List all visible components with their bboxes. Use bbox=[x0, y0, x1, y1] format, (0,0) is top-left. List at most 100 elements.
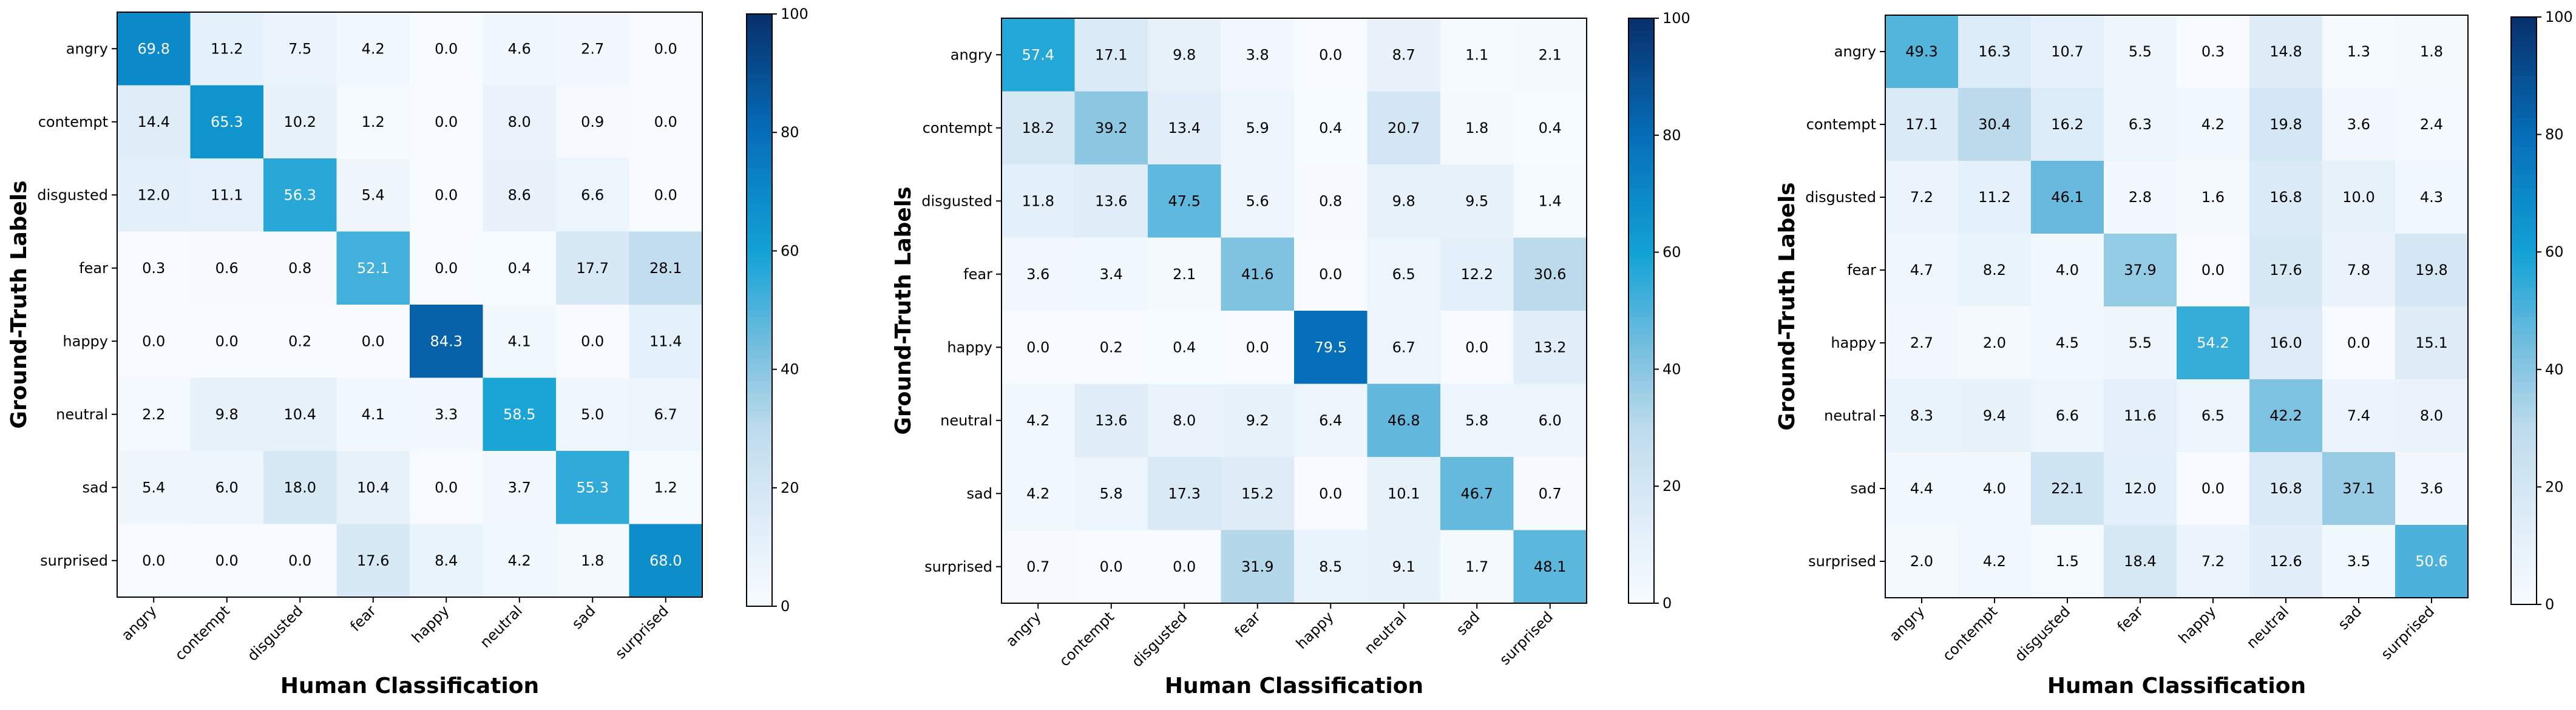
cell-value-label: 10.4 bbox=[284, 406, 316, 423]
x-tick-label: contempt bbox=[1056, 608, 1117, 669]
colorbar-segment bbox=[747, 499, 772, 506]
heatmap-cell bbox=[2395, 161, 2469, 234]
colorbar-segment bbox=[1629, 486, 1654, 493]
cell-value-label: 6.5 bbox=[2201, 407, 2225, 424]
cell-value-label: 0.3 bbox=[142, 260, 165, 277]
heatmap-cell bbox=[2104, 234, 2177, 307]
y-tick-label: neutral bbox=[1824, 407, 1876, 424]
heatmap-cell bbox=[2104, 379, 2177, 453]
heatmap-cell bbox=[336, 158, 410, 232]
heatmap-cell bbox=[629, 231, 703, 305]
colorbar-segment bbox=[1629, 199, 1654, 206]
cell-value-label: 4.4 bbox=[1910, 480, 1933, 497]
colorbar-segment bbox=[747, 132, 772, 139]
colorbar-segment bbox=[1629, 106, 1654, 113]
colorbar-segment bbox=[2511, 299, 2537, 306]
cell-value-label: 0.4 bbox=[1539, 120, 1562, 137]
colorbar-segment bbox=[2511, 311, 2537, 317]
heatmap-cell bbox=[2395, 452, 2469, 526]
heatmap-cell bbox=[2249, 306, 2323, 380]
colorbar: 0 20 40 60 80 100 bbox=[2510, 8, 2573, 613]
cell-value-label: 1.2 bbox=[362, 113, 385, 130]
colorbar-tick-label: 40 bbox=[2545, 361, 2564, 378]
heatmap-cell bbox=[1148, 457, 1222, 531]
colorbar-segment bbox=[747, 523, 772, 530]
colorbar-segment bbox=[2511, 533, 2537, 541]
colorbar-segment bbox=[1629, 380, 1654, 388]
heatmap-cell bbox=[1074, 91, 1148, 165]
heatmap-cell bbox=[263, 305, 337, 379]
colorbar-segment bbox=[747, 440, 772, 447]
colorbar-segment bbox=[2511, 557, 2537, 564]
colorbar-segment bbox=[747, 345, 772, 353]
x-tick-label: contempt bbox=[172, 602, 233, 663]
cell-value-label: 3.6 bbox=[2347, 116, 2370, 133]
heatmap-cell bbox=[1885, 379, 1959, 453]
y-tick-label: surprised bbox=[1808, 553, 1876, 570]
heatmap-cell bbox=[2395, 15, 2469, 89]
colorbar-segment bbox=[2511, 592, 2537, 600]
cell-value-label: 46.7 bbox=[1461, 485, 1493, 502]
colorbar-segment bbox=[2511, 387, 2537, 394]
cell-value-label: 68.0 bbox=[649, 552, 682, 569]
heatmap-cell bbox=[1074, 164, 1148, 238]
colorbar-segment bbox=[1629, 498, 1654, 504]
heatmap-cell bbox=[483, 524, 557, 598]
colorbar-segment bbox=[2511, 199, 2537, 206]
heatmap-cell bbox=[1367, 311, 1441, 385]
colorbar-segment bbox=[1629, 117, 1654, 124]
cell-value-label: 9.8 bbox=[215, 406, 239, 423]
heatmap-cell bbox=[1148, 18, 1222, 92]
colorbar-segment bbox=[747, 334, 772, 340]
colorbar-segment bbox=[2511, 428, 2537, 435]
colorbar-segment bbox=[1629, 211, 1654, 218]
colorbar-segment bbox=[2511, 493, 2537, 499]
heatmap-cell bbox=[1294, 18, 1368, 92]
cell-value-label: 18.0 bbox=[284, 479, 316, 496]
colorbar-segment bbox=[1629, 363, 1654, 370]
colorbar-segment bbox=[747, 103, 772, 109]
heatmap-cell bbox=[1148, 164, 1222, 238]
x-tick-label: fear bbox=[2114, 603, 2147, 635]
cell-value-label: 8.4 bbox=[435, 552, 458, 569]
heatmap-cell bbox=[2249, 379, 2323, 453]
cell-value-label: 8.5 bbox=[1319, 558, 1342, 575]
cell-value-label: 8.0 bbox=[2420, 407, 2443, 424]
colorbar-segment bbox=[747, 493, 772, 501]
colorbar-segment bbox=[747, 369, 772, 376]
cell-value-label: 17.3 bbox=[1168, 485, 1201, 502]
cell-value-label: 0.0 bbox=[654, 113, 677, 130]
colorbar-segment bbox=[2511, 105, 2537, 112]
cell-value-label: 16.3 bbox=[1978, 43, 2010, 60]
heatmap-cell bbox=[2322, 88, 2396, 161]
colorbar-segment bbox=[1629, 328, 1654, 335]
heatmap-cell bbox=[1074, 18, 1148, 92]
x-tick-label: disgusted bbox=[1128, 608, 1190, 670]
cell-value-label: 5.5 bbox=[2129, 334, 2152, 351]
colorbar-segment bbox=[2511, 363, 2537, 370]
cell-value-label: 9.4 bbox=[1983, 407, 2006, 424]
colorbar-segment bbox=[1629, 416, 1654, 422]
colorbar-segment bbox=[2511, 128, 2537, 135]
colorbar-segment bbox=[2511, 422, 2537, 429]
colorbar-tick-label: 20 bbox=[1663, 478, 1681, 495]
colorbar-segment bbox=[1629, 305, 1654, 311]
colorbar-segment bbox=[1629, 53, 1654, 60]
colorbar-segment bbox=[1629, 112, 1654, 118]
colorbar-segment bbox=[1629, 504, 1654, 510]
cell-value-label: 11.2 bbox=[211, 40, 243, 57]
cell-value-label: 0.0 bbox=[435, 113, 458, 130]
colorbar-segment bbox=[2511, 134, 2537, 141]
heatmap-cell bbox=[1885, 525, 1959, 598]
heatmap-cell bbox=[2177, 234, 2250, 307]
heatmap-cell bbox=[1440, 530, 1514, 604]
cell-value-label: 0.0 bbox=[362, 333, 385, 350]
colorbar-segment bbox=[2511, 369, 2537, 376]
colorbar-tick-label: 100 bbox=[781, 5, 808, 22]
cell-value-label: 12.0 bbox=[2124, 480, 2156, 497]
colorbar-segment bbox=[747, 564, 772, 572]
colorbar-segment bbox=[747, 268, 772, 276]
colorbar-segment bbox=[1629, 492, 1654, 499]
colorbar-segment bbox=[1629, 427, 1654, 434]
colorbar-segment bbox=[747, 357, 772, 364]
